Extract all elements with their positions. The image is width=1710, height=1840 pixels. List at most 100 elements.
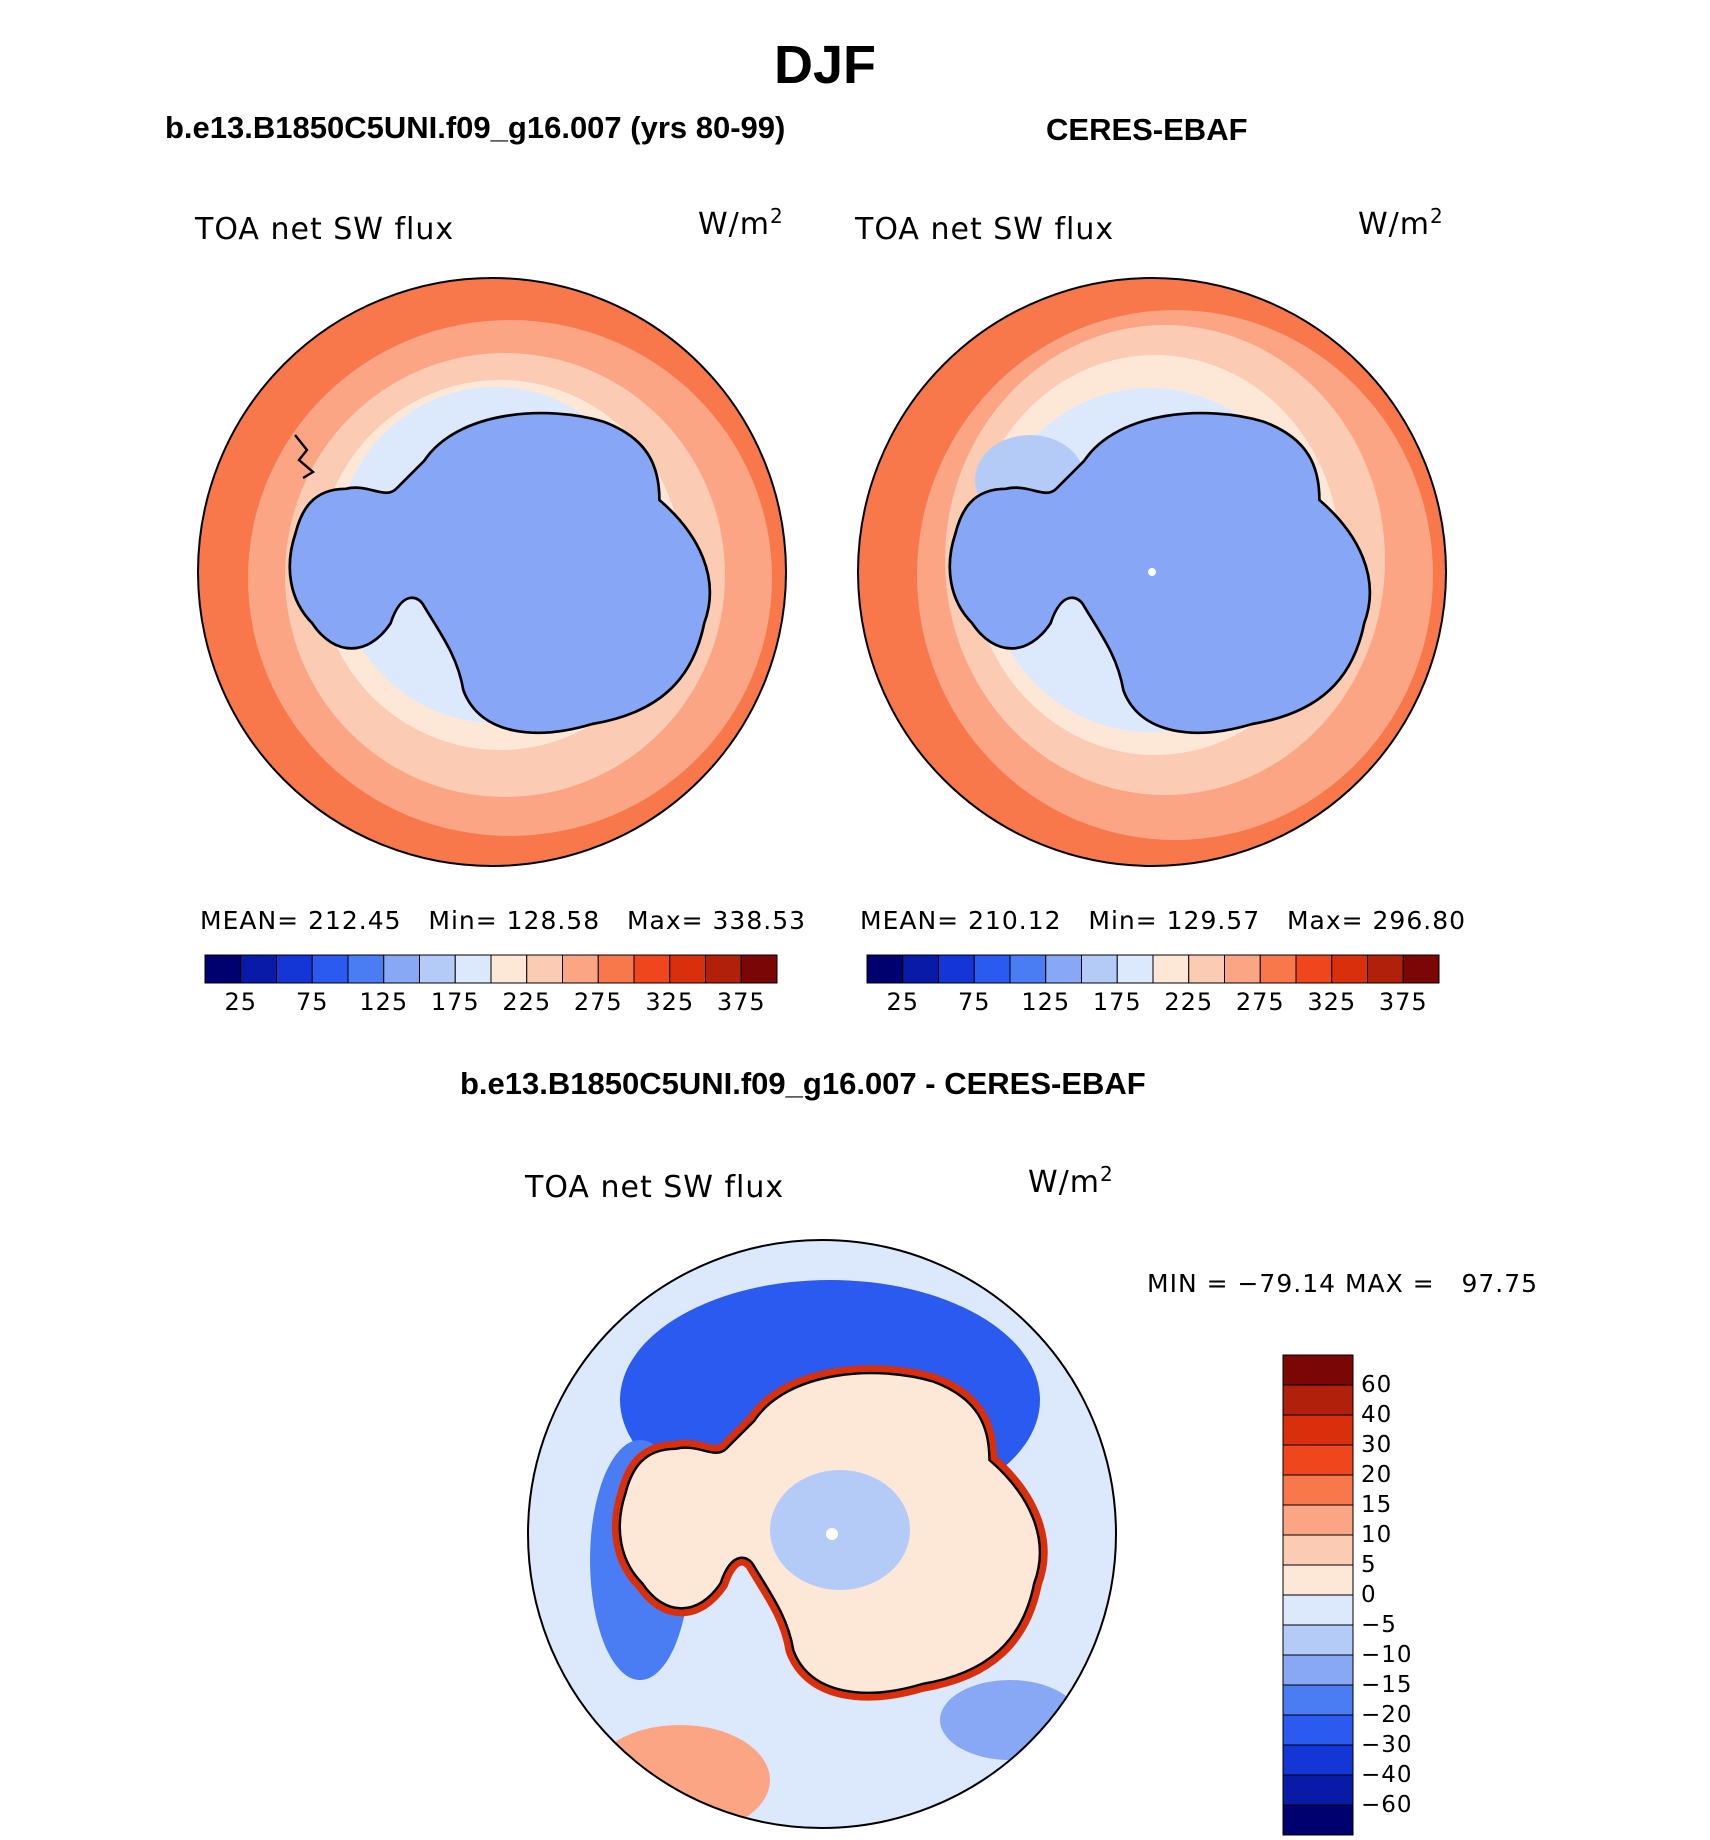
map-diff-frame: [527, 1239, 1117, 1829]
colorbar-swatch: [1282, 1654, 1354, 1686]
map-obs: [858, 278, 1446, 866]
colorbar-swatch: [1282, 1564, 1354, 1596]
colorbar-tick-label: −10: [1361, 1642, 1413, 1668]
colorbar-tick-label: −40: [1361, 1762, 1413, 1788]
variable-label-obs: TOA net SW flux: [855, 212, 1115, 247]
colorbar-tick-label: 40: [1361, 1402, 1393, 1428]
colorbar-tick-label: −30: [1361, 1732, 1413, 1758]
map-obs-frame: [857, 277, 1447, 867]
colorbar-swatch: [1045, 954, 1082, 984]
colorbar-swatch: [1282, 1414, 1354, 1446]
colorbar-tick-label: 125: [1021, 988, 1071, 1016]
colorbar-swatch: [1282, 1774, 1354, 1806]
colorbar-tick-label: 325: [1307, 988, 1357, 1016]
colorbar-swatch: [1331, 954, 1368, 984]
colorbar-tick-label: 25: [886, 988, 920, 1016]
colorbar-swatch: [1224, 954, 1261, 984]
map-diff-blue-southeast: [940, 1680, 1080, 1760]
panel-title-model: b.e13.B1850C5UNI.f09_g16.007 (yrs 80-99): [165, 110, 786, 145]
colorbar-swatch: [1295, 954, 1333, 984]
colorbar-obs: [866, 954, 1440, 984]
colorbar-tick-label: 275: [1235, 988, 1285, 1016]
colorbar-tick-label: 375: [1378, 988, 1428, 1016]
colorbar-swatch: [1282, 1444, 1354, 1476]
colorbar-tick-label: 325: [645, 988, 695, 1016]
colorbar-swatch: [902, 954, 939, 984]
colorbar-swatch: [454, 954, 492, 984]
colorbar-tick-label: 75: [295, 988, 329, 1016]
colorbar-swatch: [276, 954, 313, 984]
colorbar-swatch: [1152, 954, 1190, 984]
colorbar-swatch: [526, 954, 563, 984]
colorbar-tick-label: 10: [1361, 1522, 1393, 1548]
units-obs: W/m2: [1358, 204, 1444, 242]
map-model-peninsula-coast: [294, 434, 316, 480]
colorbar-swatch: [866, 954, 904, 984]
colorbar-swatch: [1282, 1384, 1354, 1416]
colorbar-tick-label: 225: [502, 988, 552, 1016]
colorbar-swatch: [240, 954, 277, 984]
colorbar-swatch: [1188, 954, 1225, 984]
map-diff-salmon-south: [590, 1725, 770, 1828]
colorbar-swatch: [490, 954, 528, 984]
colorbar-tick-label: 175: [1092, 988, 1142, 1016]
colorbar-swatch: [311, 954, 349, 984]
units-model-exp: 2: [770, 204, 784, 228]
stats-model: MEAN= 212.45 Min= 128.58 Max= 338.53: [200, 906, 807, 935]
map-model: [198, 278, 786, 866]
colorbar-swatch: [597, 954, 635, 984]
colorbar-tick-label: 225: [1164, 988, 1214, 1016]
colorbar-tick-label: 275: [573, 988, 623, 1016]
colorbar-swatch: [347, 954, 385, 984]
colorbar-swatch: [705, 954, 742, 984]
colorbar-swatch: [1367, 954, 1404, 984]
colorbar-tick-label: 25: [224, 988, 258, 1016]
colorbar-swatch: [1282, 1804, 1354, 1836]
colorbar-tick-label: −20: [1361, 1702, 1413, 1728]
colorbar-swatch: [1116, 954, 1154, 984]
units-diff: W/m2: [1028, 1162, 1114, 1200]
colorbar-swatch: [204, 954, 242, 984]
variable-label-model: TOA net SW flux: [195, 212, 455, 247]
main-title: DJF: [773, 35, 876, 95]
colorbar-tick-label: 0: [1361, 1582, 1377, 1608]
units-obs-exp: 2: [1430, 204, 1444, 228]
colorbar-model: [204, 954, 778, 984]
colorbar-swatch: [633, 954, 671, 984]
colorbar-swatch: [1282, 1354, 1354, 1386]
units-obs-base: W/m: [1358, 207, 1430, 242]
colorbar-swatch: [1259, 954, 1297, 984]
units-model-base: W/m: [698, 207, 770, 242]
map-diff-interior-blue: [770, 1470, 910, 1590]
colorbar-swatch: [669, 954, 706, 984]
colorbar-tick-label: 30: [1361, 1432, 1393, 1458]
colorbar-swatch: [419, 954, 456, 984]
colorbar-swatch: [383, 954, 420, 984]
map-model-frame: [197, 277, 787, 867]
colorbar-tick-label: 125: [359, 988, 409, 1016]
colorbar-diff: [1282, 1354, 1354, 1836]
colorbar-tick-label: 175: [430, 988, 480, 1016]
map-diff-pole-dot: [826, 1528, 838, 1540]
map-obs-pole-dot: [1148, 568, 1156, 576]
colorbar-swatch: [1282, 1594, 1354, 1626]
units-model: W/m2: [698, 204, 784, 242]
colorbar-swatch: [1282, 1534, 1354, 1566]
units-diff-base: W/m: [1028, 1165, 1100, 1200]
panel-title-obs: CERES-EBAF: [1046, 112, 1248, 147]
colorbar-swatch: [1009, 954, 1047, 984]
colorbar-tick-label: −60: [1361, 1792, 1413, 1818]
stats-obs: MEAN= 210.12 Min= 129.57 Max= 296.80: [860, 906, 1467, 935]
colorbar-tick-label: −5: [1361, 1612, 1397, 1638]
colorbar-swatch: [1282, 1684, 1354, 1716]
colorbar-tick-label: 60: [1361, 1372, 1393, 1398]
colorbar-tick-label: 375: [716, 988, 766, 1016]
colorbar-tick-label: 15: [1361, 1492, 1393, 1518]
colorbar-swatch: [938, 954, 975, 984]
colorbar-swatch: [1282, 1624, 1354, 1656]
colorbar-swatch: [1282, 1504, 1354, 1536]
colorbar-tick-label: 5: [1361, 1552, 1377, 1578]
colorbar-tick-label: 75: [957, 988, 991, 1016]
colorbar-swatch: [1282, 1714, 1354, 1746]
